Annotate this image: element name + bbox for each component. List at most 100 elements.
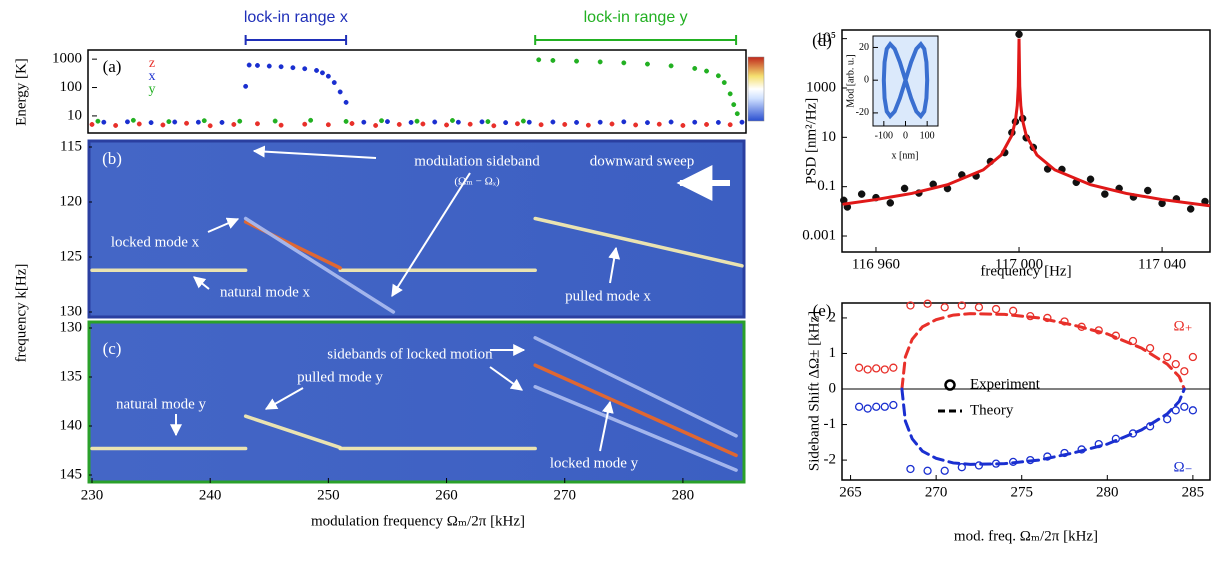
data-point: [889, 363, 898, 372]
data-point: [536, 57, 542, 63]
data-point: [101, 119, 107, 125]
legend-label: Experiment: [970, 376, 1041, 392]
data-point: [160, 122, 166, 128]
data-point: [550, 119, 556, 125]
data-point: [325, 122, 331, 128]
data-point: [148, 120, 154, 126]
data-point: [302, 121, 308, 127]
annotation: sidebands of locked motion: [327, 346, 493, 362]
data-point: [485, 119, 491, 125]
data-point: [991, 304, 1001, 314]
annotation: modulation sideband: [414, 153, 540, 169]
data-point: [731, 102, 737, 108]
data-point: [1101, 190, 1109, 198]
y-tick-label: -20: [856, 107, 869, 118]
data-point: [515, 121, 520, 127]
colorbar: [747, 56, 765, 122]
y-axis-label: frequency k[Hz]: [13, 264, 29, 363]
y-tick-label: 0.001: [802, 227, 836, 243]
legend-marker: [944, 379, 956, 391]
annotation: pulled mode y: [297, 369, 383, 385]
panel-label: (d): [812, 31, 832, 50]
plot-frame: [87, 49, 747, 134]
ridge-line: [881, 41, 930, 120]
ridge-line: [533, 216, 744, 268]
data-point: [455, 119, 461, 125]
data-point: [863, 404, 872, 413]
data-point: [467, 121, 473, 127]
data-point: [207, 123, 213, 129]
y-axis-label: PSD [nm²/Hz]: [803, 98, 819, 185]
data-point: [325, 73, 331, 79]
data-point: [597, 59, 603, 65]
data-point: [704, 68, 709, 74]
legend-label: Theory: [970, 402, 1014, 418]
data-point: [195, 119, 201, 125]
x-tick-label: 117 000: [995, 256, 1043, 272]
x-tick-label: 0: [903, 130, 908, 141]
x-tick-label: 117 040: [1138, 256, 1186, 272]
y-tick-label: 0.1: [817, 178, 836, 194]
data-point: [550, 57, 556, 63]
legend-entry: z: [149, 56, 155, 71]
data-point: [940, 303, 949, 312]
range-bracket: [244, 35, 348, 45]
y-tick-label: 130: [60, 319, 83, 335]
data-point: [1086, 175, 1095, 183]
annotation-arrow: [207, 217, 240, 233]
data-point: [906, 301, 915, 310]
annotation: (Ωₘ − Ωₓ): [454, 176, 500, 188]
x-tick-label: 265: [839, 484, 862, 500]
x-tick-label: 270: [925, 484, 948, 500]
panel-label: (a): [103, 57, 122, 76]
data-point: [450, 118, 455, 123]
data-point: [237, 118, 243, 124]
ridge-line: [243, 216, 396, 314]
data-point: [1128, 336, 1138, 346]
y-tick-label: 1000: [806, 79, 836, 95]
x-tick-label: 240: [199, 487, 222, 503]
data-point: [1171, 359, 1180, 369]
data-point: [734, 111, 740, 117]
data-point: [597, 119, 603, 125]
data-point: [633, 122, 639, 128]
annotation-arrow: [193, 276, 210, 290]
y-tick-label: 135: [60, 368, 83, 384]
annotation: Ω₋: [1173, 459, 1192, 475]
data-point: [337, 89, 343, 95]
data-point: [479, 119, 485, 125]
data-point: [432, 119, 438, 125]
data-point: [857, 190, 866, 198]
data-point: [721, 80, 727, 85]
data-point: [854, 402, 864, 411]
x-tick-label: 280: [1096, 484, 1119, 500]
data-point: [1188, 352, 1198, 362]
annotation: downward sweep: [590, 153, 695, 169]
y-tick-label: 130: [60, 303, 83, 319]
y-tick-label: 145: [60, 466, 83, 482]
annotation-arrow: [252, 145, 377, 159]
data-point: [645, 61, 650, 67]
data-point: [574, 58, 579, 64]
data-point: [538, 122, 544, 128]
data-point: [585, 122, 591, 128]
data-point: [727, 122, 733, 128]
data-point: [414, 118, 420, 124]
data-point: [906, 464, 915, 474]
data-point: [668, 63, 674, 69]
data-point: [255, 62, 260, 68]
data-point: [308, 117, 314, 123]
data-point: [520, 118, 526, 124]
data-point: [314, 67, 319, 73]
data-point: [1144, 186, 1152, 195]
data-point: [444, 122, 449, 128]
data-point: [343, 118, 349, 124]
data-point: [621, 119, 627, 125]
data-point: [715, 119, 721, 125]
data-point: [872, 402, 881, 411]
data-point: [1171, 406, 1180, 415]
data-point: [373, 123, 379, 128]
data-point: [331, 80, 337, 85]
annotation: natural mode y: [116, 396, 206, 412]
annotation: natural mode x: [220, 284, 310, 300]
